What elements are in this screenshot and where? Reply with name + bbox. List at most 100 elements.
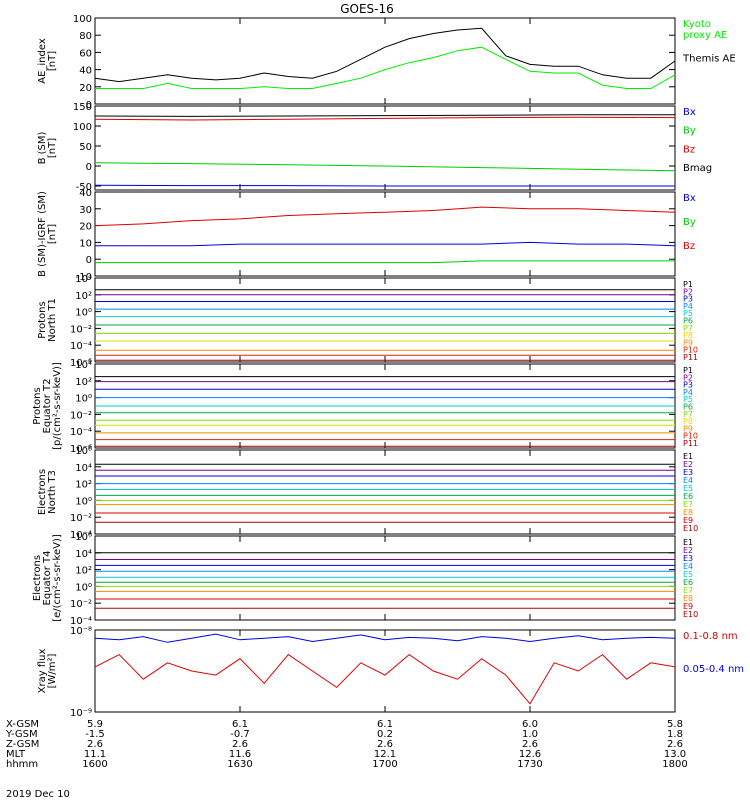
y-tick-label: 10⁻⁶ <box>70 444 92 455</box>
orbit-value: 2.6 <box>522 739 538 750</box>
legend-label: P5 <box>683 395 693 404</box>
orbit-row-label: hhmm <box>6 759 38 770</box>
legend-label: E8 <box>683 508 693 517</box>
y-tick-label: 10⁻² <box>70 410 92 421</box>
legend-label: E1 <box>683 452 693 461</box>
series-line-bx <box>94 184 675 187</box>
legend-label: P8 <box>683 331 693 340</box>
series-line-bz <box>94 116 676 121</box>
orbit-value: 1800 <box>662 759 687 770</box>
orbit-value: 12.6 <box>519 749 541 760</box>
y-tick-label: 30 <box>79 205 92 216</box>
legend-label: P7 <box>683 324 693 333</box>
legend-label: E3 <box>683 468 693 477</box>
y-tick-label: 60 <box>79 48 92 59</box>
y-axis-label: Electrons <box>37 469 48 515</box>
y-axis-label: [nT] <box>47 224 58 244</box>
legend-label: P10 <box>683 432 698 441</box>
y-axis-label: [nT] <box>47 51 58 71</box>
y-tick-label: 10⁻² <box>70 513 92 524</box>
panel-ee: 10⁻⁴ 10⁻² 10⁰ 10² 10⁴ 10⁶ Electrons Equator T4[… <box>32 532 698 627</box>
y-tick-label: 10⁻⁹ <box>70 708 92 719</box>
series-line-by <box>94 162 676 172</box>
y-tick-label: 40 <box>79 188 92 199</box>
panel-frame <box>94 535 676 621</box>
y-tick-label: 10⁶ <box>75 446 92 457</box>
y-tick-label: 10⁴ <box>75 360 92 371</box>
date-label: 2019 Dec 10 <box>6 789 70 800</box>
orbit-value: 1730 <box>517 759 542 770</box>
legend-label: E1 <box>683 538 693 547</box>
y-tick-label: 10⁻⁴ <box>70 427 92 438</box>
legend-label: E8 <box>683 594 693 603</box>
y-tick-label: 150 <box>73 102 92 113</box>
orbit-value: 5.8 <box>667 719 683 730</box>
series-line-bx <box>95 241 676 247</box>
y-tick-label: 10⁰ <box>75 308 92 319</box>
legend-label: P8 <box>683 417 693 426</box>
y-tick-label: 100 <box>73 14 92 25</box>
legend-label: P6 <box>683 317 693 326</box>
y-tick-label: 10⁻² <box>70 599 92 610</box>
y-tick-label: 10⁴ <box>75 274 92 285</box>
legend-label: Bx <box>683 107 696 118</box>
y-tick-label: 10² <box>75 480 92 491</box>
series-line-0-1-0-8-nm <box>94 653 676 705</box>
orbit-value: 11.1 <box>84 749 106 760</box>
orbit-value: -1.5 <box>85 729 105 740</box>
legend-label: P3 <box>683 295 693 304</box>
y-axis-label: AE_index <box>37 38 48 84</box>
y-tick-label: 40 <box>79 66 92 77</box>
y-axis-label: [nT] <box>47 138 58 158</box>
orbit-value: 6.0 <box>522 719 538 730</box>
legend-label: Kyoto <box>683 19 711 30</box>
orbit-row-label: Z-GSM <box>6 739 39 750</box>
series-line-themis-ae <box>94 27 676 83</box>
legend-label: P4 <box>683 302 693 311</box>
legend-label: E3 <box>683 554 693 563</box>
legend-label: P1 <box>683 366 693 375</box>
legend-label: P10 <box>683 346 698 355</box>
legend-label: E6 <box>683 578 693 587</box>
orbit-value: 0.2 <box>377 729 393 740</box>
legend-label: By <box>683 217 696 228</box>
legend-label: P6 <box>683 403 693 412</box>
y-axis-label: Electrons <box>32 555 43 601</box>
y-tick-label: 0 <box>86 255 92 266</box>
legend-label: P2 <box>683 287 693 296</box>
legend-label: P11 <box>683 353 698 362</box>
legend-label: P1 <box>683 280 693 289</box>
legend-label: Bx <box>683 193 696 204</box>
panel-frame <box>94 277 676 363</box>
orbit-table: X-GSMY-GSMZ-GSMMLThhmm5.9-1.52.611.11600… <box>5 719 688 770</box>
orbit-value: 11.6 <box>229 749 251 760</box>
y-tick-label: 50 <box>79 142 92 153</box>
orbit-value: 6.1 <box>232 719 248 730</box>
y-tick-label: 10⁰ <box>75 582 92 593</box>
y-tick-label: 10⁻² <box>70 324 92 335</box>
legend-label: Bmag <box>683 163 712 174</box>
orbit-value: 1630 <box>227 759 252 770</box>
y-tick-label: 10⁰ <box>75 394 92 405</box>
y-tick-label: 10² <box>75 377 92 388</box>
legend-label: P7 <box>683 410 693 419</box>
orbit-value: 1.0 <box>522 729 538 740</box>
legend-label: Bz <box>683 241 695 252</box>
y-tick-label: 100 <box>73 122 92 133</box>
orbit-value: 6.1 <box>377 719 393 730</box>
legend-label: P5 <box>683 309 693 318</box>
y-axis-label: B (SM)-IGRF (SM) <box>37 191 48 277</box>
series-line-kyoto-proxy-ae <box>95 46 676 89</box>
panel-xray: 10⁻⁹ 10⁻⁸ Xray flux [W/m²] 0.1-0.8 nm 0.05-0.… <box>37 626 744 719</box>
y-axis-label: North T1 <box>47 298 58 342</box>
panel-pe: 10⁻⁶ 10⁻⁴ 10⁻² 10⁰ 10² 10⁴ Protons Equator T2 [p… <box>32 360 698 455</box>
legend-label: P2 <box>683 373 693 382</box>
orbit-value: 2.6 <box>667 739 683 750</box>
y-tick-label: 0 <box>86 162 92 173</box>
y-axis-label: Xray flux <box>37 649 48 694</box>
legend-label: P4 <box>683 388 693 397</box>
